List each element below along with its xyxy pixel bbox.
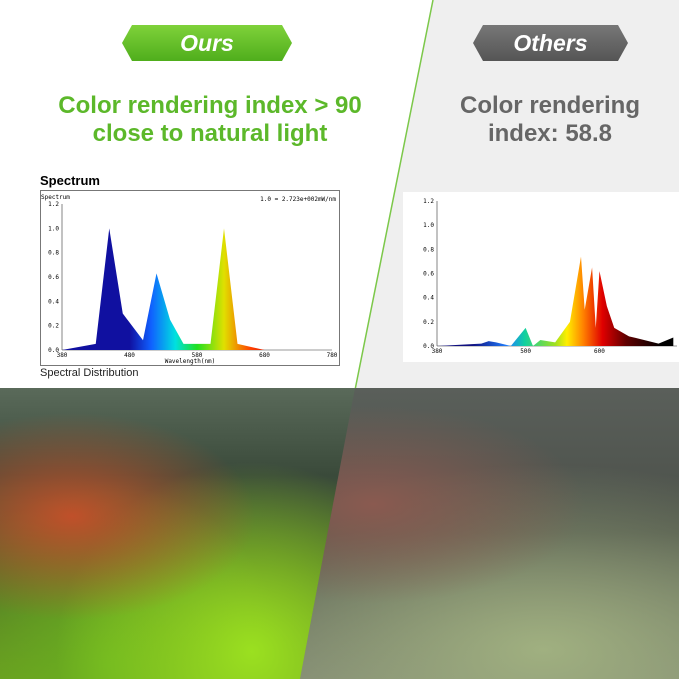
ours-headline: Color rendering index > 90 close to natur…: [20, 92, 400, 148]
spectrum-area: [62, 228, 332, 350]
divider-line: [354, 0, 434, 390]
x-tick-label: 680: [259, 352, 270, 359]
ours-plants: [0, 408, 360, 679]
y-tick-label: 0.8: [423, 246, 434, 253]
x-tick-label: 600: [594, 348, 605, 355]
y-axis-label: Spectrum: [41, 194, 70, 201]
others-spectrum-chart: 0.0 0.2 0.4 0.6 0.8 1.0 1.2 380 500 600: [403, 192, 679, 362]
headline-line: Color rendering index > 90: [58, 92, 362, 119]
x-tick-label: 500: [520, 348, 531, 355]
y-tick-label: 1.0: [423, 222, 434, 229]
y-tick-label: 1.0: [48, 225, 59, 232]
y-tick-label: 0.4: [423, 295, 434, 302]
scale-note: 1.0 = 2.723e+002mW/nm: [260, 196, 336, 203]
y-tick-label: 0.6: [48, 274, 59, 281]
spectrum-caption: Spectral Distribution: [40, 367, 139, 379]
others-headline: Color rendering index: 58.8: [430, 92, 670, 148]
y-tick-label: 0.8: [48, 250, 59, 257]
x-axis-label: Wavelength(nm): [165, 358, 216, 365]
x-tick-label: 380: [57, 352, 68, 359]
y-tick-label: 1.2: [423, 198, 434, 205]
ours-spectrum-chart: Spectrum 1.0 = 2.723e+002mW/nm Wavelengt…: [40, 190, 340, 366]
aquarium-photo-comparison: [0, 388, 679, 679]
x-tick-label: 380: [432, 348, 443, 355]
others-aquarium-photo: [300, 388, 679, 679]
headline-line: close to natural light: [92, 120, 328, 147]
y-tick-label: 0.2: [423, 319, 434, 326]
x-tick-label: 480: [124, 352, 135, 359]
y-tick-label: 0.2: [48, 323, 59, 330]
y-tick-label: 0.4: [48, 298, 59, 305]
headline-line: Color rendering: [459, 92, 640, 119]
y-tick-label: 0.0: [423, 343, 434, 350]
x-tick-label: 580: [192, 352, 203, 359]
others-badge: Others: [473, 25, 628, 61]
x-tick-label: 780: [327, 352, 338, 359]
ours-badge: Ours: [122, 25, 292, 61]
y-tick-label: 0.0: [48, 347, 59, 354]
spectrum-title: Spectrum: [40, 173, 100, 188]
y-tick-label: 1.2: [48, 201, 59, 208]
y-tick-label: 0.6: [423, 271, 434, 278]
headline-line: index: 58.8: [487, 120, 613, 147]
